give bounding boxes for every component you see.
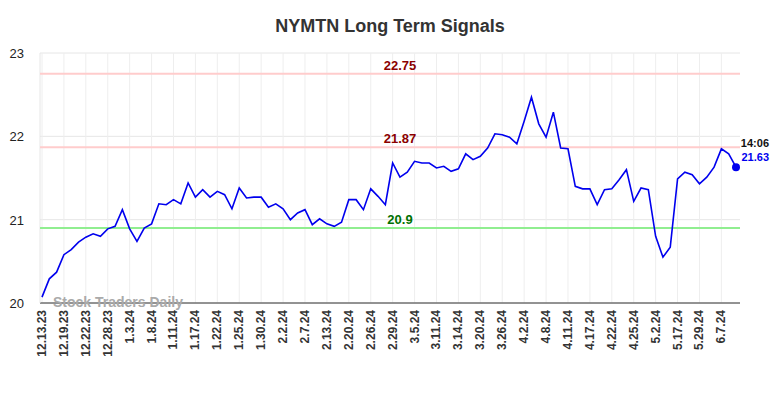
x-tick-label: 4.2.24 bbox=[517, 310, 531, 344]
x-tick-label: 1.11.24 bbox=[166, 310, 180, 350]
grid-line bbox=[699, 53, 700, 303]
chart: NYMTN Long Term Signals 20 21 22 23 12.13.23 1… bbox=[0, 0, 784, 398]
last-value: 21.63 bbox=[741, 151, 769, 163]
signal-line bbox=[40, 146, 740, 148]
x-tick-label: 2.26.24 bbox=[364, 310, 378, 350]
plot-area bbox=[42, 97, 740, 297]
grid-line bbox=[546, 53, 547, 303]
price-line bbox=[42, 97, 736, 297]
x-tick-label: 12.28.23 bbox=[101, 310, 115, 357]
grid-line bbox=[370, 53, 371, 303]
grid-line bbox=[655, 53, 656, 303]
y-tick-label: 23 bbox=[10, 46, 24, 61]
x-tick-label: 3.20.24 bbox=[473, 310, 487, 350]
x-tick-label: 1.8.24 bbox=[145, 310, 159, 344]
x-tick-label: 1.3.24 bbox=[123, 310, 137, 344]
x-tick-label: 1.17.24 bbox=[188, 310, 202, 350]
grid-line bbox=[611, 53, 612, 303]
grid-line bbox=[151, 53, 152, 303]
grid-line bbox=[502, 53, 503, 303]
grid-line bbox=[392, 53, 393, 303]
x-tick-label: 3.5.24 bbox=[408, 310, 422, 344]
grid-line bbox=[63, 53, 64, 303]
last-time: 14:06 bbox=[741, 137, 769, 149]
grid-line bbox=[567, 53, 568, 303]
x-tick-label: 3.26.24 bbox=[495, 310, 509, 350]
grid-line bbox=[589, 53, 590, 303]
grid-line bbox=[129, 53, 130, 303]
x-tick-label: 4.22.24 bbox=[605, 310, 619, 350]
grid-line bbox=[195, 53, 196, 303]
x-tick-label: 2.2.24 bbox=[276, 310, 290, 344]
watermark: Stock Traders Daily bbox=[53, 294, 183, 310]
grid-line bbox=[42, 53, 43, 303]
grid-line bbox=[173, 53, 174, 303]
grid-line bbox=[721, 53, 722, 303]
signal-label: 21.87 bbox=[384, 131, 417, 146]
grid-line bbox=[283, 53, 284, 303]
grid-line bbox=[326, 53, 327, 303]
grid-line bbox=[217, 53, 218, 303]
y-tick-label: 21 bbox=[10, 213, 24, 228]
x-tick-label: 12.13.23 bbox=[35, 310, 49, 357]
x-tick-label: 2.20.24 bbox=[342, 310, 356, 350]
y-tick-label: 20 bbox=[10, 296, 24, 311]
grid-line bbox=[436, 53, 437, 303]
grid-line bbox=[414, 53, 415, 303]
x-tick-label: 4.11.24 bbox=[561, 310, 575, 350]
grid-line bbox=[239, 53, 240, 303]
grid-line bbox=[107, 53, 108, 303]
grid-line bbox=[304, 53, 305, 303]
x-tick-label: 6.7.24 bbox=[714, 310, 728, 344]
x-tick-label: 4.8.24 bbox=[539, 310, 553, 344]
x-tick-label: 4.17.24 bbox=[583, 310, 597, 350]
x-tick-label: 3.11.24 bbox=[429, 310, 443, 350]
y-axis bbox=[40, 53, 41, 303]
x-tick-label: 3.14.24 bbox=[451, 310, 465, 350]
x-tick-label: 2.13.24 bbox=[320, 310, 334, 350]
grid-line bbox=[480, 53, 481, 303]
signal-label: 22.75 bbox=[384, 58, 417, 73]
title: NYMTN Long Term Signals bbox=[275, 16, 505, 36]
grid-line bbox=[633, 53, 634, 303]
signal-line bbox=[40, 73, 740, 75]
last-point bbox=[732, 163, 740, 171]
x-tick-label: 1.30.24 bbox=[254, 310, 268, 350]
grid-line bbox=[524, 53, 525, 303]
x-tick-label: 2.7.24 bbox=[298, 310, 312, 344]
x-tick-label: 5.17.24 bbox=[671, 310, 685, 350]
grid-line bbox=[261, 53, 262, 303]
x-tick-label: 1.25.24 bbox=[232, 310, 246, 350]
grid-line bbox=[85, 53, 86, 303]
grid-line bbox=[40, 53, 740, 54]
grid-line bbox=[348, 53, 349, 303]
grid-line bbox=[458, 53, 459, 303]
y-tick-label: 22 bbox=[10, 129, 24, 144]
x-tick-label: 4.25.24 bbox=[627, 310, 641, 350]
signal-label: 20.9 bbox=[387, 212, 412, 227]
x-tick-label: 12.19.23 bbox=[57, 310, 71, 357]
x-tick-label: 2.29.24 bbox=[386, 310, 400, 350]
x-tick-label: 5.29.24 bbox=[692, 310, 706, 350]
x-tick-label: 12.22.23 bbox=[79, 310, 93, 357]
x-tick-label: 1.22.24 bbox=[210, 310, 224, 350]
x-tick-label: 5.2.24 bbox=[649, 310, 663, 344]
